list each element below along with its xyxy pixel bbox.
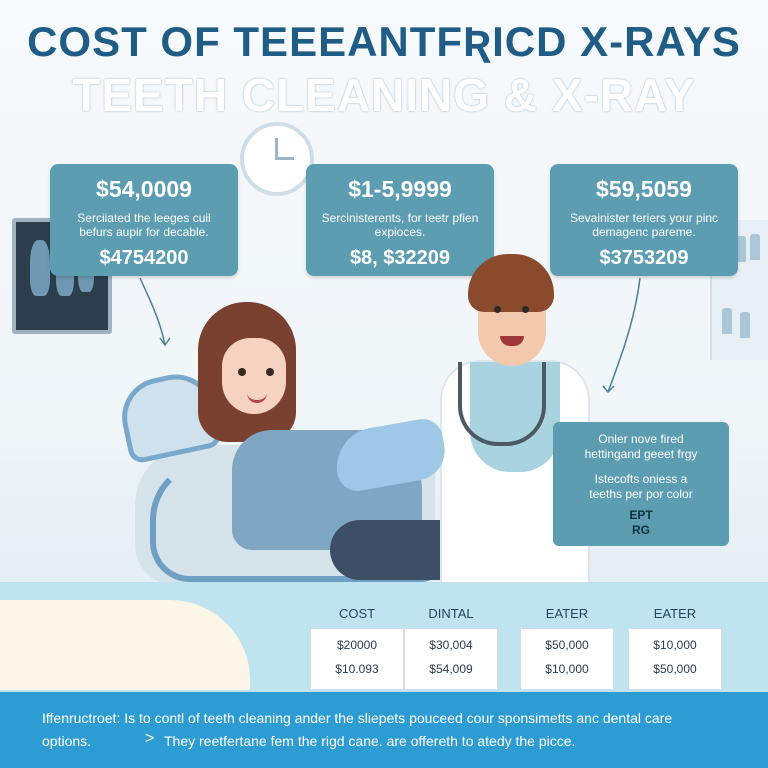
card-total: $3753209 [599, 247, 689, 269]
card-description: Sevainister teriers your pinc demagenc p… [569, 211, 719, 239]
info-line: EPT [629, 508, 653, 522]
cost-value: $20000 [336, 638, 378, 652]
cost-value: $50,000 [545, 638, 589, 652]
cost-column: DINTAL $30,004 $54,009 [404, 606, 498, 690]
price-card: $1-5,9999 Sercinisterents, for teetr pfi… [306, 164, 494, 276]
card-price: $1-5,9999 [348, 176, 452, 202]
pointer-arrowhead [159, 337, 171, 347]
pointer-arrowhead [602, 385, 615, 394]
clock-icon [240, 122, 314, 196]
cost-value: $54,009 [429, 662, 473, 676]
cost-value: $30,004 [429, 638, 473, 652]
price-card: $54,0009 Serciiated the leeges cuil befu… [50, 164, 238, 276]
patient-eye [266, 368, 274, 376]
footer-text-left: options. [42, 733, 92, 749]
card-total: $4754200 [99, 247, 189, 269]
card-description: Serciiated the leeges cuil befurs aupir … [77, 211, 211, 239]
cost-value: $50,000 [653, 662, 697, 676]
info-line: Istecofts oniess a [594, 472, 688, 486]
card-price: $59,5059 [596, 176, 692, 202]
cost-column-header: DINTAL [428, 606, 474, 621]
chevron-right-icon: > [145, 730, 155, 747]
patient-eye [238, 368, 246, 376]
dentist-eye [522, 306, 529, 313]
cost-value: $10.093 [335, 662, 379, 676]
cost-value: $10,000 [545, 662, 589, 676]
dental-chair-rim [150, 460, 442, 582]
cost-value: $10,000 [653, 638, 697, 652]
footer-bar: Iffenructroet: Is to contl of teeth clea… [0, 692, 768, 768]
card-description: Sercinisterents, for teetr pfien expioce… [321, 211, 479, 239]
chair-cushion [0, 600, 250, 690]
cost-cell-box: $30,004 $54,009 [404, 628, 498, 690]
patient-smile [247, 392, 267, 403]
main-title: COST OF TEEEANTFƦICD X-RAYS [27, 18, 741, 65]
info-line: teeths per por color [589, 487, 693, 501]
cost-column-header: COST [338, 606, 376, 621]
info-line: RG [632, 523, 650, 537]
cost-column: COST $20000 $10.093 [310, 606, 404, 690]
footer-text-right: They reetfertane fem the rigd cane. are … [164, 733, 576, 749]
sub-title: TEETH CLEANING & X-RAY [72, 69, 696, 121]
cost-column: EATER $10,000 $50,000 [628, 606, 722, 690]
cost-cell-box: $20000 $10.093 [310, 628, 404, 690]
cost-column-header: EATER [653, 606, 697, 621]
dentist-mouth [500, 336, 524, 346]
info-card: Onler nove fired hettingand geeet frgy I… [553, 422, 729, 546]
info-line: hettingand geeet frgy [584, 447, 698, 461]
card-price: $54,0009 [96, 176, 192, 202]
pointer-arrow [139, 277, 166, 346]
pointer-arrow [607, 277, 641, 393]
info-line: Onler nove fired [598, 432, 684, 446]
footer-text: Iffenructroet: Is to contl of teeth clea… [42, 710, 673, 726]
stethoscope-icon [458, 362, 546, 446]
cost-column-header: EATER [545, 606, 589, 621]
cost-column: EATER $50,000 $10,000 [520, 606, 614, 690]
card-total: $8, $32209 [349, 247, 451, 269]
dentist-hair [468, 254, 554, 312]
dentist-eye [494, 306, 501, 313]
cost-cell-box: $50,000 $10,000 [520, 628, 614, 690]
price-card: $59,5059 Sevainister teriers your pinc d… [550, 164, 738, 276]
cost-cell-box: $10,000 $50,000 [628, 628, 722, 690]
